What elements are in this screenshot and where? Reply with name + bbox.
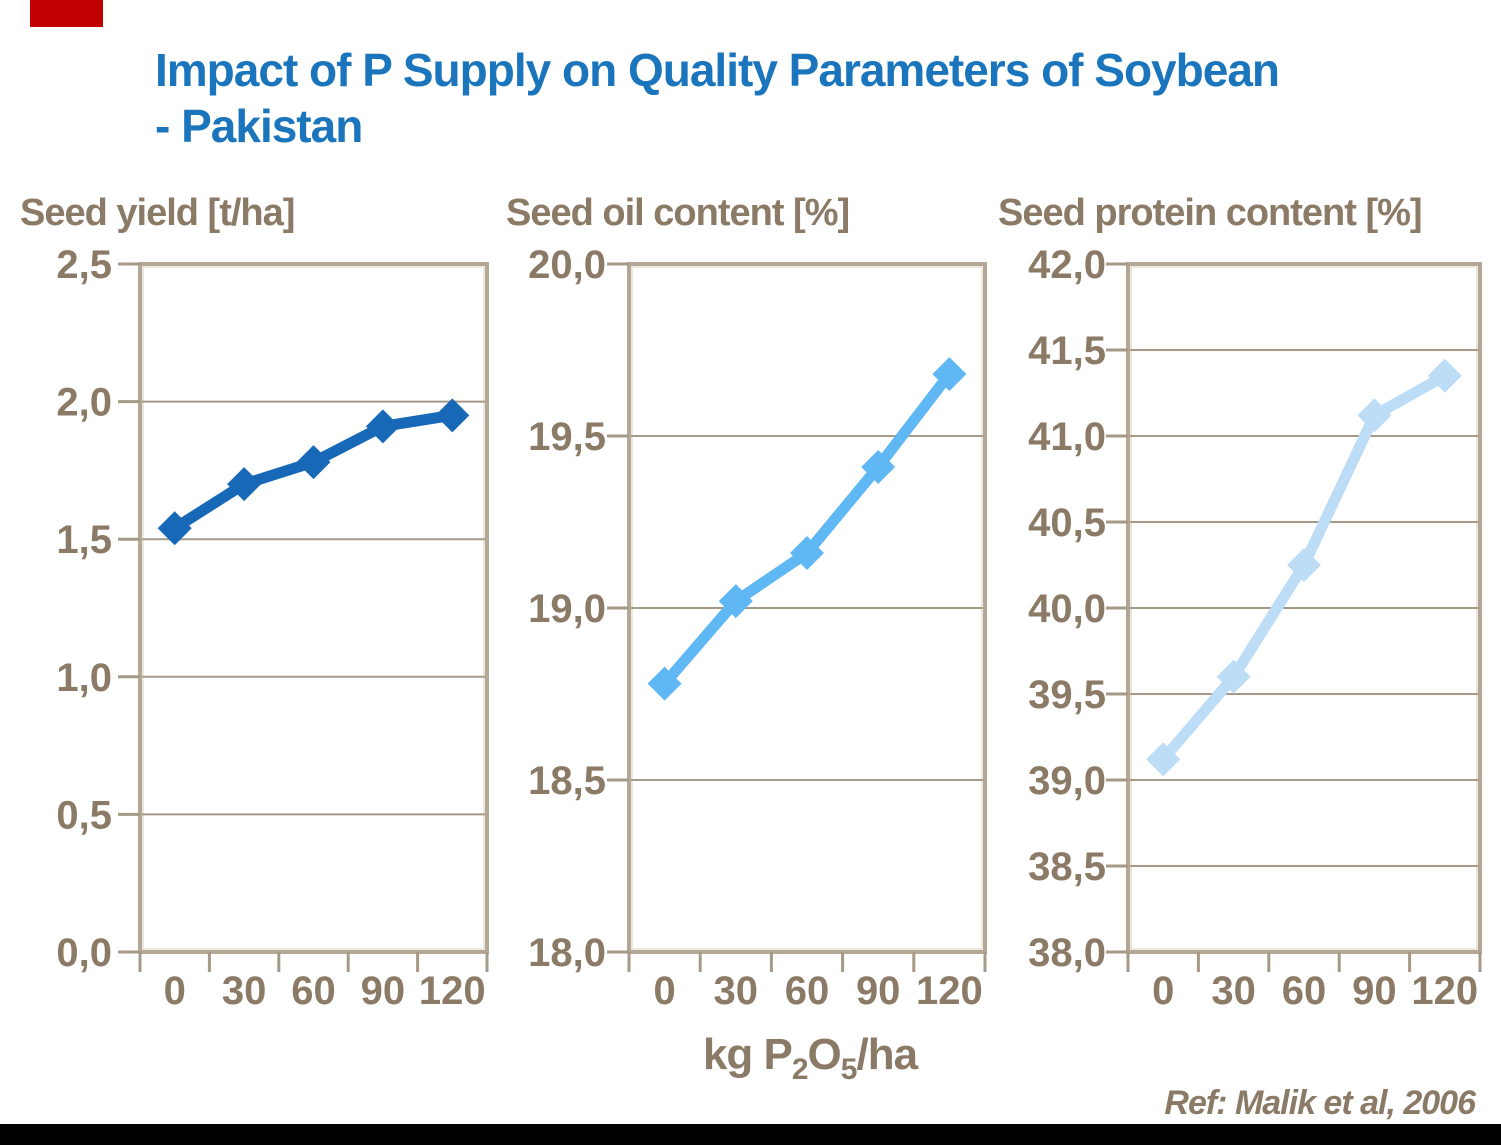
y-tick-label: 18,0 (528, 931, 606, 975)
data-point-marker (1427, 358, 1462, 393)
x-tick-label: 90 (361, 969, 406, 1013)
x-tick-label: 120 (419, 969, 486, 1013)
plot-frame-inner (142, 266, 485, 950)
x-tick-label: 90 (1352, 969, 1397, 1013)
y-tick-label: 19,0 (528, 587, 606, 631)
x-axis-label-mid: O (807, 1030, 842, 1079)
x-tick-label: 0 (164, 969, 186, 1013)
red-accent-bar (30, 0, 103, 27)
data-point-marker (790, 535, 824, 570)
x-axis-label-sub5: 5 (840, 1052, 858, 1086)
x-tick-label: 30 (1211, 969, 1256, 1013)
footer-bar (0, 1124, 1501, 1145)
x-tick-label: 0 (653, 969, 675, 1013)
x-tick-label: 120 (916, 969, 983, 1013)
seed-yield-chart: 2,5 2,0 1,5 1,0 0,5 0,0 0 30 60 90 120 (56, 243, 489, 1013)
slide-title: Impact of P Supply on Quality Parameters… (155, 42, 1455, 154)
x-tick-label: 90 (856, 969, 901, 1013)
data-point-marker (647, 666, 682, 701)
y-tick-label: 1,0 (56, 656, 112, 700)
y-tick-label: 39,5 (1028, 673, 1106, 717)
y-tick-label: 2,0 (56, 381, 112, 425)
slide-title-line-1: Impact of P Supply on Quality Parameters… (155, 44, 1280, 96)
x-axis-label-prefix: kg P (702, 1030, 793, 1079)
x-tick-label: 60 (785, 969, 830, 1013)
y-tick-label: 40,0 (1028, 587, 1106, 631)
y-tick-label: 41,5 (1028, 329, 1106, 373)
x-axis-label: kg P2O5/ha (560, 1030, 1060, 1087)
seed-protein-chart: 42,0 41,5 41,0 40,5 40,0 39,5 39,0 38,5 38,0 0 30 6… (1028, 243, 1482, 1013)
data-point-marker (435, 398, 470, 433)
y-tick-label: 38,0 (1028, 931, 1106, 975)
y-tick-label: 19,5 (528, 415, 606, 459)
y-tick-label: 41,0 (1028, 415, 1106, 459)
x-tick-label: 120 (1411, 969, 1478, 1013)
y-tick-label: 1,5 (56, 518, 112, 562)
x-axis-label-sub2: 2 (791, 1052, 809, 1086)
y-tick-label: 18,5 (528, 759, 606, 803)
y-tick-label: 20,0 (528, 243, 606, 287)
chart-heading-seed-yield: Seed yield [t/ha] (20, 192, 295, 234)
data-point-marker (1146, 742, 1181, 777)
data-point-marker (365, 409, 400, 444)
chart-heading-seed-oil: Seed oil content [%] (506, 192, 850, 234)
plot-frame (138, 262, 489, 954)
x-tick-label: 60 (291, 969, 336, 1013)
data-point-marker (861, 449, 896, 484)
data-point-marker (718, 584, 753, 619)
y-tick-label: 42,0 (1028, 243, 1106, 287)
y-tick-label: 0,5 (56, 793, 112, 837)
reference-citation: Ref: Malik et al, 2006 (1164, 1084, 1476, 1122)
x-tick-label: 30 (222, 969, 267, 1013)
chart-heading-seed-protein: Seed protein content [%] (998, 192, 1423, 234)
data-point-marker (1216, 659, 1251, 694)
data-point-marker (296, 445, 331, 480)
x-axis-label-suffix: /ha (856, 1030, 918, 1079)
y-tick-label: 2,5 (56, 243, 112, 287)
seed-oil-chart: 20,0 19,5 19,0 18,5 18,0 0 30 60 90 120 (528, 243, 987, 1013)
y-tick-label: 40,5 (1028, 501, 1106, 545)
slide-title-line-2: - Pakistan (155, 100, 363, 153)
y-tick-label: 38,5 (1028, 845, 1106, 889)
y-tick-label: 39,0 (1028, 759, 1106, 803)
y-tick-label: 0,0 (56, 931, 112, 975)
data-point-marker (157, 511, 192, 546)
data-point-marker (932, 357, 967, 392)
data-point-marker (227, 467, 262, 502)
x-tick-label: 60 (1282, 969, 1327, 1013)
x-tick-label: 30 (714, 969, 759, 1013)
x-tick-label: 0 (1152, 969, 1174, 1013)
data-point-marker (1357, 398, 1392, 433)
data-point-marker (1287, 548, 1321, 582)
